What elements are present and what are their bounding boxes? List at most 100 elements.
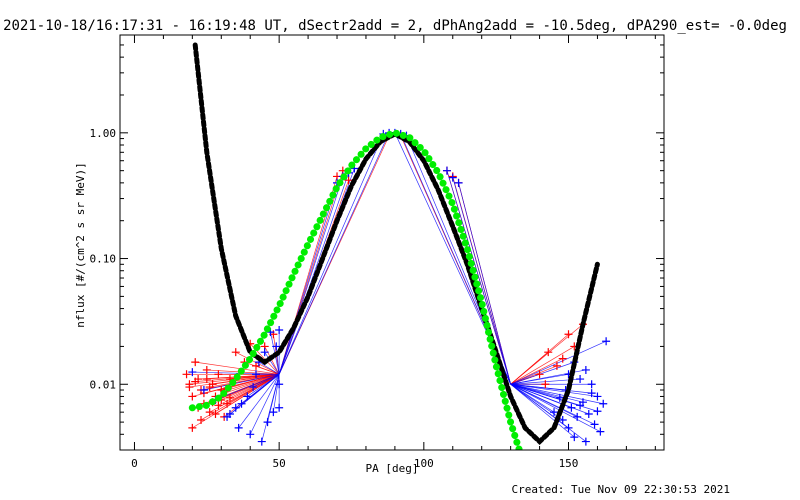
scatter-link (264, 346, 280, 375)
scatter-point (185, 383, 194, 392)
scatter-link (510, 383, 604, 405)
scatter-point (191, 358, 200, 367)
scatter-link (510, 383, 598, 412)
scatter-point (231, 403, 240, 412)
x-axis-label: PA [deg] (366, 462, 419, 475)
scatter-point (587, 380, 596, 389)
scatter-link (510, 383, 575, 438)
x-tick-label: 50 (273, 457, 286, 470)
scatter-link (510, 383, 598, 397)
scatter-point (260, 348, 269, 357)
y-tick-label: 0.10 (90, 253, 117, 266)
scatter-link (510, 383, 601, 432)
scatter-link (510, 361, 575, 385)
y-tick-label: 1.00 (90, 127, 117, 140)
scatter-point (442, 166, 451, 175)
scatter-point (573, 412, 582, 421)
scatter-point (581, 437, 590, 446)
scatter-point (275, 380, 284, 389)
scatter-point (197, 415, 206, 424)
scatter-link (278, 172, 349, 375)
scatter-point (590, 420, 599, 429)
scatter-link (200, 374, 280, 421)
scatter-link (258, 361, 280, 375)
scatter-link (235, 351, 280, 375)
scatter-link (264, 351, 280, 375)
scatter-link (510, 383, 560, 399)
scatter-point (214, 401, 223, 410)
scatter-point (564, 330, 573, 339)
y-axis-label: nflux [#/(cm^2 s sr MeV)] (74, 162, 87, 328)
scatter-point (249, 383, 258, 392)
scatter-link (510, 383, 587, 442)
scatter-link (510, 383, 589, 415)
scatter-link (510, 346, 575, 385)
axes: 0 50 100 150 0.01 0.10 1.00 (90, 34, 664, 470)
scatter-link (203, 373, 280, 394)
scatter-point (205, 383, 214, 392)
scatter-point (593, 392, 602, 401)
scatter-point (344, 176, 353, 185)
scatter-point (272, 342, 281, 351)
scatter-link (452, 177, 511, 385)
scatter-point (599, 399, 608, 408)
scatter-point (188, 392, 197, 401)
scatter-point (454, 178, 463, 187)
scatter-point (188, 423, 197, 432)
scatter-link (510, 383, 595, 425)
scatter-point (567, 403, 576, 412)
scatter-point (243, 392, 252, 401)
scatter-point (202, 375, 211, 384)
scatter-point (558, 415, 567, 424)
scatter-point (564, 423, 573, 432)
scatter-point (223, 399, 232, 408)
scatter-point (576, 375, 585, 384)
scatter-link (510, 340, 607, 385)
y-tick-label: 0.01 (90, 378, 117, 391)
scatter-link (278, 182, 338, 375)
series-line (188, 129, 523, 450)
scatter-point (558, 354, 567, 363)
scatter-point (550, 408, 559, 417)
scatter-point (448, 173, 457, 182)
scatter-point (202, 365, 211, 374)
scatter-link (203, 373, 280, 391)
scatter-point (263, 418, 272, 427)
scatter-point (191, 377, 200, 386)
scatter-link (278, 132, 390, 375)
scatter-point (225, 410, 234, 419)
scatter-point (544, 348, 553, 357)
scatter-point (552, 361, 561, 370)
scatter-point (211, 410, 220, 419)
scatter-point (596, 427, 605, 436)
scatter-point (555, 393, 564, 402)
scatter-link (252, 373, 280, 388)
scatter-link (510, 383, 555, 413)
scatter-point (584, 410, 593, 419)
creation-footer: Created: Tue Nov 09 22:30:53 2021 (511, 483, 730, 496)
scatter-point (234, 423, 243, 432)
scatter-point (205, 408, 214, 417)
scatter-point (269, 408, 278, 417)
scatter-link (267, 374, 280, 423)
scatter-point (246, 430, 255, 439)
scatter-link (255, 365, 280, 375)
scatter-point (237, 399, 246, 408)
scatter-link (195, 361, 280, 375)
scatter-link (458, 182, 511, 385)
scatter-point (587, 389, 596, 398)
scatter-link (249, 374, 280, 435)
x-tick-label: 150 (559, 457, 579, 470)
scatter-point (275, 326, 284, 335)
scatter-point (214, 370, 223, 379)
plot-frame (119, 34, 665, 451)
plot-area (182, 42, 611, 450)
scatter-point (535, 370, 544, 379)
scatter-point (541, 380, 550, 389)
scatter-point (593, 407, 602, 416)
scatter-point (199, 386, 208, 395)
scatter-point (275, 403, 284, 412)
scatter-point (188, 368, 197, 377)
